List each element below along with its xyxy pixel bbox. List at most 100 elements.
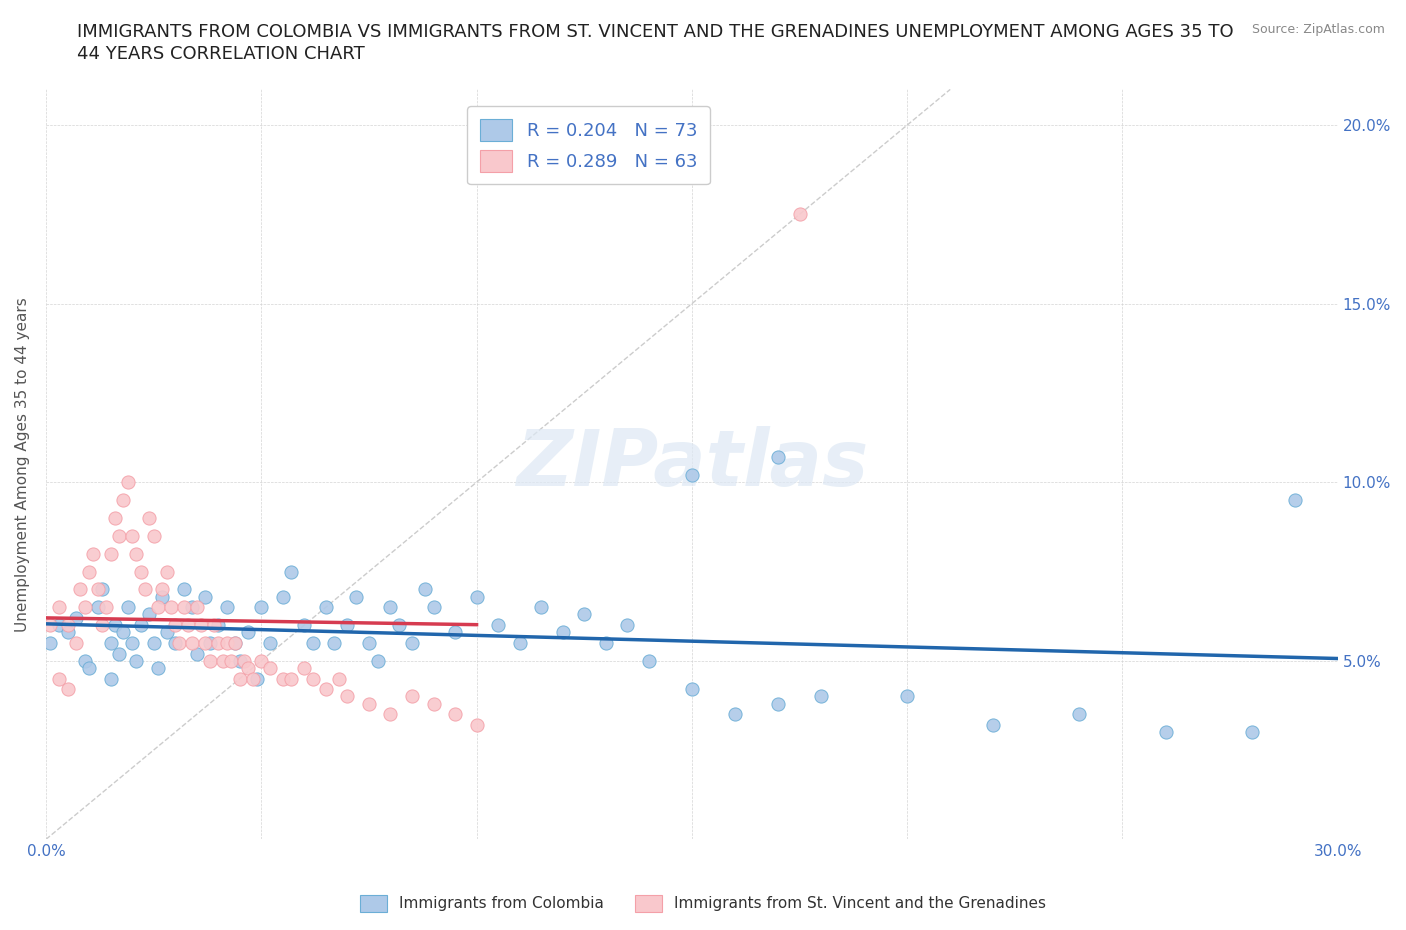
Point [48, 618, 70, 632]
Point [104, 511, 127, 525]
Point [574, 607, 596, 622]
Point [82, 546, 104, 561]
Point [413, 582, 436, 597]
Point [224, 635, 246, 650]
Point [86, 582, 108, 597]
Point [380, 600, 402, 615]
Point [246, 671, 269, 686]
Point [190, 618, 212, 632]
Point [233, 654, 256, 669]
Point [150, 589, 173, 604]
Point [104, 618, 127, 632]
Point [146, 660, 169, 675]
Point [344, 589, 367, 604]
Point [56, 682, 79, 697]
Point [302, 671, 325, 686]
Point [357, 697, 380, 711]
Point [810, 689, 832, 704]
Point [100, 546, 122, 561]
Legend: R = 0.204   N = 73, R = 0.289   N = 63: R = 0.204 N = 73, R = 0.289 N = 63 [467, 106, 710, 184]
Point [177, 618, 200, 632]
Point [134, 582, 156, 597]
Point [336, 618, 359, 632]
Point [112, 493, 135, 508]
Point [229, 671, 252, 686]
Point [56, 618, 79, 632]
Point [1284, 493, 1306, 508]
Point [1069, 707, 1091, 722]
Point [422, 697, 444, 711]
Point [401, 635, 423, 650]
Point [117, 600, 139, 615]
Text: Source: ZipAtlas.com: Source: ZipAtlas.com [1251, 23, 1385, 36]
Point [242, 671, 264, 686]
Point [444, 625, 467, 640]
Point [280, 671, 302, 686]
Point [112, 625, 135, 640]
Point [1154, 724, 1177, 739]
Point [981, 718, 1004, 733]
Point [292, 618, 315, 632]
Point [315, 600, 337, 615]
Point [173, 582, 195, 597]
Point [766, 697, 789, 711]
Point [142, 635, 165, 650]
Point [422, 600, 444, 615]
Point [302, 635, 325, 650]
Point [198, 635, 221, 650]
Point [229, 654, 252, 669]
Point [198, 654, 221, 669]
Point [211, 654, 233, 669]
Point [194, 635, 217, 650]
Point [486, 618, 509, 632]
Point [215, 635, 238, 650]
Point [551, 625, 574, 640]
Point [39, 618, 62, 632]
Text: IMMIGRANTS FROM COLOMBIA VS IMMIGRANTS FROM ST. VINCENT AND THE GRENADINES UNEMP: IMMIGRANTS FROM COLOMBIA VS IMMIGRANTS F… [77, 23, 1234, 41]
Point [509, 635, 531, 650]
Point [328, 671, 350, 686]
Point [129, 565, 152, 579]
Point [616, 618, 638, 632]
Text: 44 YEARS CORRELATION CHART: 44 YEARS CORRELATION CHART [77, 45, 366, 62]
Point [465, 589, 488, 604]
Point [108, 646, 131, 661]
Point [100, 635, 122, 650]
Point [150, 582, 173, 597]
Point [121, 528, 143, 543]
Point [259, 635, 281, 650]
Point [65, 610, 87, 625]
Point [77, 565, 100, 579]
Point [117, 475, 139, 490]
Point [219, 654, 242, 669]
Point [250, 600, 273, 615]
Point [681, 682, 703, 697]
Point [207, 618, 229, 632]
Point [129, 618, 152, 632]
Point [91, 582, 114, 597]
Point [336, 689, 359, 704]
Point [155, 565, 177, 579]
Point [238, 660, 260, 675]
Point [323, 635, 346, 650]
Point [56, 625, 79, 640]
Point [444, 707, 467, 722]
Point [108, 528, 131, 543]
Point [146, 600, 169, 615]
Point [173, 600, 195, 615]
Point [1240, 724, 1263, 739]
Point [65, 635, 87, 650]
Point [357, 635, 380, 650]
Point [238, 625, 260, 640]
Point [367, 654, 389, 669]
Point [380, 707, 402, 722]
Point [165, 618, 187, 632]
Text: ZIPatlas: ZIPatlas [516, 426, 868, 502]
Point [896, 689, 918, 704]
Point [160, 600, 183, 615]
Point [250, 654, 273, 669]
Point [388, 618, 411, 632]
Point [595, 635, 617, 650]
Point [637, 654, 659, 669]
Point [186, 600, 208, 615]
